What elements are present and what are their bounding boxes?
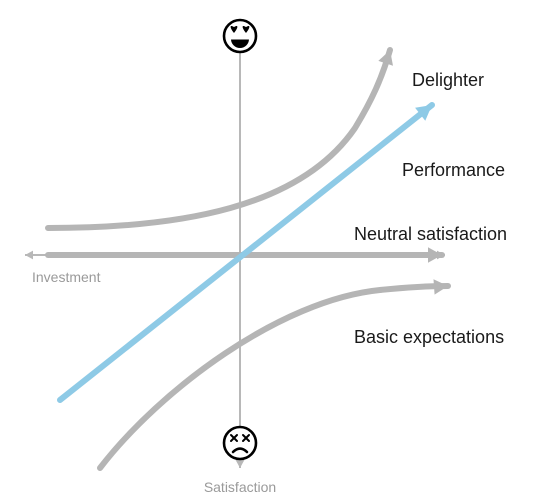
basic-curve bbox=[100, 279, 448, 468]
neutral-label: Neutral satisfaction bbox=[354, 224, 507, 244]
happy-face-icon bbox=[224, 20, 256, 52]
y-axis bbox=[236, 20, 245, 468]
delighter-curve bbox=[48, 50, 393, 228]
delighter-label: Delighter bbox=[412, 70, 484, 90]
y-axis-label: Satisfaction bbox=[204, 479, 276, 495]
sad-face-icon bbox=[224, 427, 256, 459]
x-axis-label: Investment bbox=[32, 269, 101, 285]
performance-label: Performance bbox=[402, 160, 505, 180]
basic-label: Basic expectations bbox=[354, 327, 504, 347]
